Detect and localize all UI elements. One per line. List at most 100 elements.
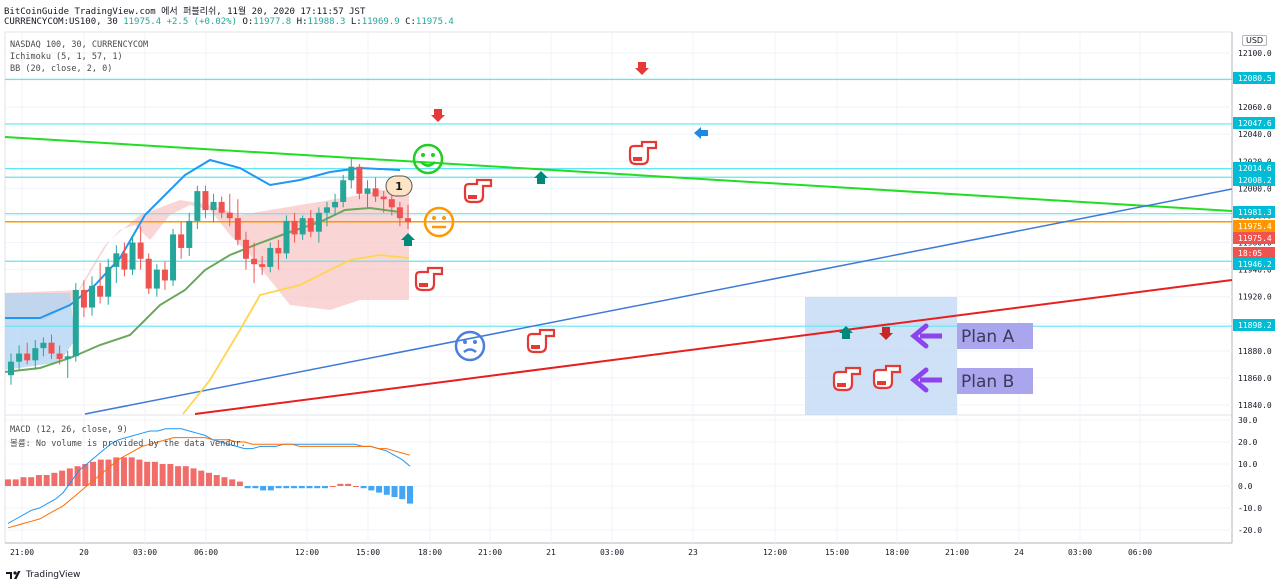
price-label-text: 12080.5 (1238, 74, 1272, 83)
x-tick-label: 03:00 (133, 548, 157, 557)
macd-histogram-bar (190, 468, 197, 486)
candle-body (161, 269, 168, 281)
dizzy-face-icon (463, 348, 477, 354)
currency-button[interactable]: USD (1242, 35, 1268, 46)
macd-y-tick-label: 10.0 (1238, 460, 1257, 469)
macd-histogram-bar (12, 479, 19, 486)
macd-y-tick-label: 20.0 (1238, 438, 1257, 447)
macd-histogram-bar (352, 486, 359, 487)
hand-pointing-icon (419, 283, 428, 287)
price-label-box (1233, 319, 1275, 331)
y-tick-label: 12020.0 (1238, 157, 1272, 166)
tradingview-logo-icon (6, 571, 21, 579)
macd-histogram-bar (252, 486, 259, 489)
arrow-down-icon (635, 62, 649, 75)
macd-histogram-bar (120, 457, 127, 486)
candle-body (186, 220, 193, 248)
hand-pointing-icon (633, 157, 642, 161)
macd-histogram-bar (345, 483, 352, 486)
price-label-text: 11946.2 (1238, 260, 1272, 269)
candle-body (234, 218, 241, 240)
neutral-face-icon (432, 216, 436, 220)
low-label: L: (350, 17, 362, 27)
macd-histogram-bar (407, 486, 413, 504)
chart-title: NASDAQ 100, 30, CURRENCYCOM (10, 40, 149, 50)
candle-body (251, 258, 258, 265)
hand-pointing-icon (468, 195, 477, 199)
macd-histogram-bar (260, 486, 267, 491)
candle-body (307, 218, 314, 232)
price-label-text: 12014.6 (1238, 164, 1272, 173)
candle-body (332, 201, 339, 208)
marker-bubble (385, 175, 413, 197)
candle-body (64, 356, 71, 359)
arrow-up-icon (534, 171, 548, 184)
macd-histogram-bar (221, 477, 228, 486)
plan-box (805, 297, 957, 415)
y-tick-label: 11940.0 (1238, 266, 1272, 275)
candle-body (356, 166, 363, 194)
y-tick-label: 11880.0 (1238, 347, 1272, 356)
macd-histogram-bar (368, 486, 375, 491)
arrow-up-icon (401, 233, 415, 246)
macd-y-tick-label: 0.0 (1238, 482, 1253, 491)
macd-histogram-bar (28, 477, 35, 486)
neutral-face-icon (442, 216, 446, 220)
macd-histogram-bar (306, 486, 313, 489)
candle-body (153, 269, 160, 289)
candle-body (8, 361, 14, 376)
price-label-box (1233, 117, 1275, 129)
footer: TradingView (6, 570, 80, 580)
candle-body (226, 212, 233, 219)
y-tick-label: 12060.0 (1238, 103, 1272, 112)
price-label-box (1233, 174, 1275, 186)
x-tick-label: 23 (688, 548, 698, 557)
candle-body (405, 218, 411, 223)
price-change: +2.5 (+0.02%) (166, 17, 238, 27)
plan-b-label: Plan B (961, 372, 1014, 392)
trendline-blue (84, 188, 1233, 415)
happy-face-icon (421, 153, 425, 157)
macd-histogram-bar (391, 486, 398, 497)
candle-body (178, 234, 185, 248)
bb-legend[interactable]: BB (20, close, 2, 0) (10, 64, 113, 74)
macd-line (7, 428, 411, 524)
ichimoku-yellow-line (182, 254, 410, 415)
macd-histogram-bar (213, 475, 220, 486)
marker-label: 1 (395, 180, 403, 193)
macd-histogram-bar (43, 475, 50, 486)
x-tick-label: 24 (1014, 548, 1024, 557)
price-label-box (1233, 232, 1275, 244)
plan-b-box (957, 368, 1033, 394)
price-label-box (1233, 206, 1275, 218)
symbol-label: CURRENCYCOM:US100, 30 (4, 17, 118, 27)
publish-info: BitCoinGuide TradingView.com 에서 퍼블리쉬, 11… (4, 7, 366, 17)
candle-body (323, 207, 330, 213)
macd-legend[interactable]: MACD (12, 26, close, 9) (10, 425, 128, 435)
macd-histogram-bar (90, 461, 97, 486)
macd-histogram-bar (383, 486, 390, 495)
tradingview-brand: TradingView (26, 570, 81, 580)
candle-body (275, 247, 282, 254)
macd-histogram-bar (283, 486, 290, 489)
last-price: 11975.4 (123, 17, 162, 27)
x-tick-label: 12:00 (295, 548, 319, 557)
macd-histogram-bar (229, 479, 236, 486)
macd-histogram-bar (105, 459, 112, 486)
macd-histogram-bar (198, 470, 205, 486)
ichimoku-legend[interactable]: Ichimoku (5, 1, 57, 1) (10, 52, 123, 62)
x-tick-label: 21 (546, 548, 556, 557)
price-label-box (1233, 247, 1275, 259)
candle-body (340, 180, 347, 202)
price-label-text: 11898.2 (1238, 321, 1272, 330)
candle-body (218, 201, 225, 213)
dizzy-face-icon (473, 340, 477, 344)
price-label-box (1233, 220, 1275, 232)
price-label-text: 11975.4 (1238, 222, 1272, 231)
plan-a-box (957, 323, 1033, 349)
candle-body (242, 239, 249, 259)
macd-histogram-bar (275, 486, 282, 489)
plan-a-arrow-icon (910, 323, 929, 349)
macd-histogram-bar (59, 470, 66, 486)
